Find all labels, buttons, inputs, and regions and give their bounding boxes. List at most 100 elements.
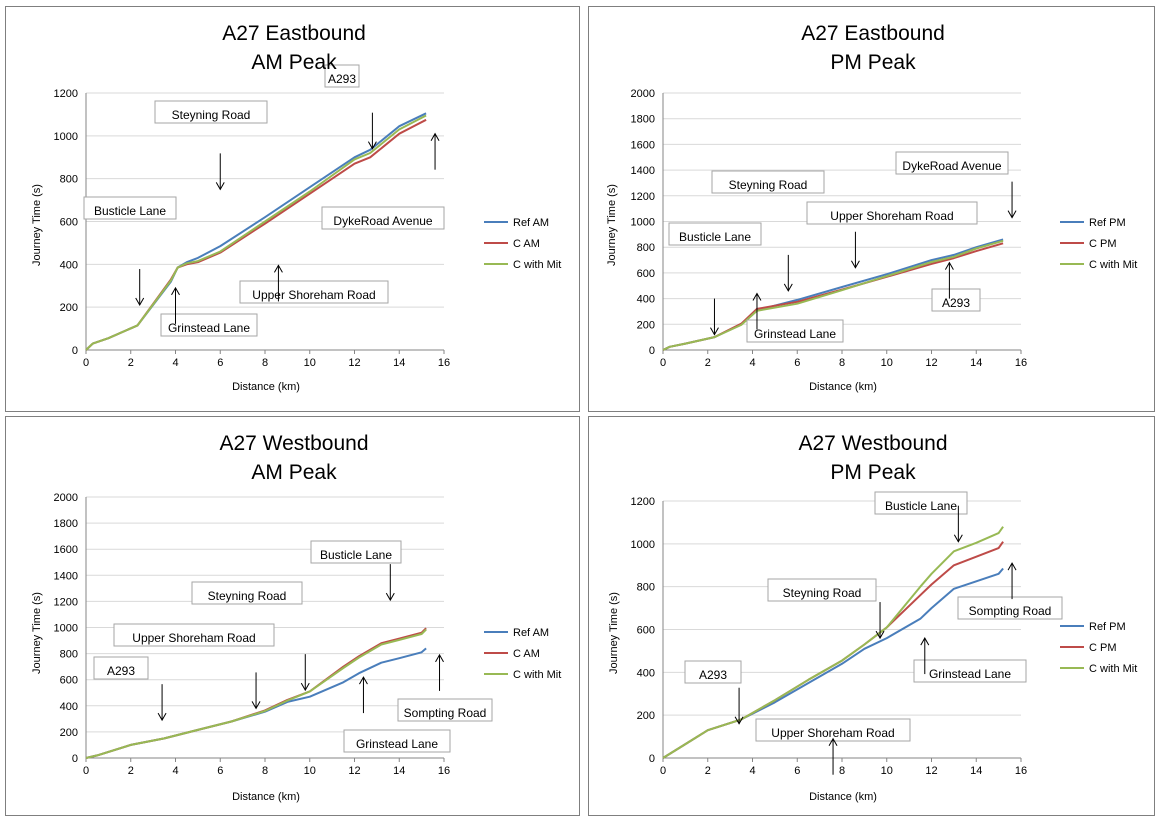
x-tick-label: 4 — [749, 765, 755, 777]
annotation-arrowhead — [752, 292, 762, 301]
chart-title-line-1: A27 Westbound — [798, 432, 947, 455]
x-tick-label: 0 — [660, 765, 666, 777]
x-tick-label: 6 — [217, 357, 223, 369]
legend-label-series-2: C PM — [1089, 238, 1117, 250]
x-axis-label: Distance (km) — [232, 791, 300, 803]
annotation-arrowhead — [1007, 210, 1017, 219]
annotation-box — [160, 313, 258, 337]
x-tick-label: 16 — [1015, 357, 1027, 369]
y-tick-label: 1000 — [54, 623, 78, 635]
annotation-box — [957, 596, 1063, 620]
x-tick-label: 14 — [970, 765, 982, 777]
legend-label-series-1: Ref AM — [513, 217, 549, 229]
x-tick-label: 2 — [128, 765, 134, 777]
x-axis-label: Distance (km) — [232, 381, 300, 393]
x-tick-label: 14 — [393, 765, 405, 777]
y-tick-label: 400 — [60, 259, 78, 271]
y-tick-label: 200 — [60, 302, 78, 314]
annotation-arrowhead — [920, 637, 930, 646]
annotation-arrowhead — [385, 592, 395, 602]
annotation-arrowhead — [875, 630, 885, 640]
chart-title-line-2: PM Peak — [830, 461, 916, 484]
x-tick-label: 0 — [83, 357, 89, 369]
annotation-label-steyning-road: Steyning Road — [783, 586, 862, 600]
chart-panel-westbound-pm: 0 200 400 600 800 1000 1200 0 2 4 6 8 10 12 14 16 A27 We… — [588, 416, 1155, 816]
y-tick-label: 1600 — [54, 544, 78, 556]
x-tick-label: 8 — [839, 357, 845, 369]
y-tick-label: 1600 — [631, 139, 655, 151]
y-tick-label: 1400 — [631, 165, 655, 177]
annotation-arrowhead — [251, 701, 261, 710]
chart-title-line-2: AM Peak — [251, 51, 337, 74]
annotation-label-upper-shoreham-road: Upper Shoreham Road — [252, 288, 375, 302]
chart-panel-eastbound-am: 0 200 400 600 800 1000 1200 0 2 4 6 8 10 12 14 16 A27 Ea… — [5, 6, 580, 412]
legend-label-series-3: C with Mit — [513, 259, 561, 271]
y-tick-label: 1800 — [631, 114, 655, 126]
annotation-arrowhead — [171, 286, 180, 296]
x-tick-label: 8 — [262, 765, 268, 777]
annotation-box — [83, 196, 177, 220]
annotation-box — [113, 623, 275, 647]
plot-area: 0 200 400 600 800 1000 1200 0 2 4 6 8 10 12 14 16 — [631, 491, 1084, 777]
x-tick-label: 2 — [705, 765, 711, 777]
annotation-label-busticle-lane: Busticle Lane — [320, 548, 392, 562]
annotation-box — [324, 64, 360, 88]
legend-label-series-3: C with Mit — [1089, 259, 1137, 271]
annotation-box — [767, 578, 877, 602]
annotation-arrowhead — [953, 534, 963, 543]
chart-panel-eastbound-pm: 0 200 400 600 800 1000 1200 1400 1600 1800 2000 0 2 4… — [588, 6, 1155, 412]
y-tick-label: 800 — [637, 582, 655, 594]
y-tick-label: 800 — [60, 174, 78, 186]
annotation-box — [93, 656, 149, 680]
annotation-label-sompting-road: Sompting Road — [969, 604, 1052, 618]
annotation-arrowhead — [710, 327, 719, 336]
y-tick-label: 1000 — [631, 539, 655, 551]
y-tick-label: 2000 — [54, 492, 78, 504]
y-axis-label: Journey Time (s) — [31, 592, 43, 674]
x-tick-label: 8 — [262, 357, 268, 369]
x-tick-label: 2 — [128, 357, 134, 369]
annotation-box — [711, 170, 825, 194]
x-tick-label: 10 — [304, 765, 316, 777]
x-axis-label: Distance (km) — [809, 791, 877, 803]
annotation-box — [191, 581, 303, 605]
x-tick-label: 10 — [881, 357, 893, 369]
x-axis-label: Distance (km) — [809, 381, 877, 393]
y-tick-label: 2000 — [631, 88, 655, 100]
y-tick-label: 1200 — [631, 496, 655, 508]
chart-title-line-1: A27 Eastbound — [801, 22, 945, 45]
chart-title-line-2: PM Peak — [830, 51, 916, 74]
y-tick-label: 200 — [60, 727, 78, 739]
annotation-box — [806, 201, 978, 225]
y-tick-label: 0 — [72, 753, 78, 765]
annotation-arrowhead — [430, 132, 440, 141]
series-line-3 — [85, 114, 427, 351]
y-tick-label: 800 — [637, 242, 655, 254]
x-tick-label: 6 — [217, 765, 223, 777]
annotation-box — [913, 659, 1027, 683]
series-line-3 — [662, 239, 1004, 351]
x-tick-label: 4 — [172, 357, 178, 369]
annotation-label-steyning-road: Steyning Road — [172, 108, 251, 122]
annotation-box — [931, 288, 981, 312]
annotation-box — [684, 660, 742, 684]
x-tick-label: 16 — [1015, 765, 1027, 777]
legend-label-series-1: Ref PM — [1089, 217, 1126, 229]
annotation-label-a293: A293 — [942, 296, 970, 310]
chart-svg: 0 200 400 600 800 1000 1200 1400 1600 1800 2000 0 2 4… — [606, 22, 1137, 393]
y-tick-label: 800 — [60, 649, 78, 661]
annotation-label-upper-shoreham-road: Upper Shoreham Road — [132, 631, 255, 645]
series-line-3 — [85, 628, 427, 759]
annotation-label-upper-shoreham-road: Upper Shoreham Road — [830, 209, 953, 223]
y-tick-label: 400 — [637, 667, 655, 679]
annotation-label-dykeroad-avenue: DykeRoad Avenue — [902, 159, 1002, 173]
x-tick-label: 12 — [925, 765, 937, 777]
x-tick-label: 6 — [794, 765, 800, 777]
legend-label-series-2: C AM — [513, 238, 540, 250]
x-tick-label: 2 — [705, 357, 711, 369]
annotation-box — [321, 206, 445, 230]
annotation-arrowhead — [215, 182, 225, 191]
legend-label-series-2: C PM — [1089, 642, 1117, 654]
annotation-box — [668, 222, 762, 246]
annotation-box — [154, 100, 268, 124]
